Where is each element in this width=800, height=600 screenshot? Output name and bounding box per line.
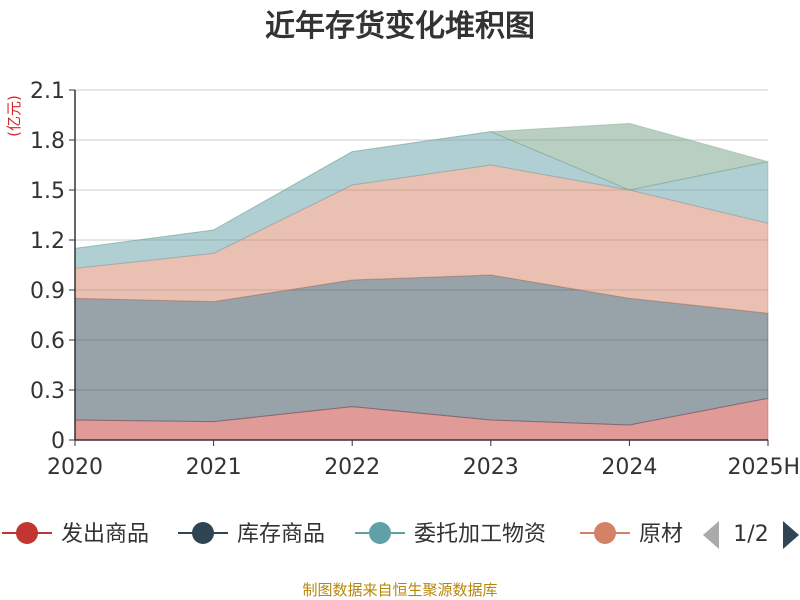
legend: 发出商品 库存商品 委托加工物资 原材 1/2	[2, 521, 799, 549]
x-tick-label-0: 2020	[47, 455, 103, 480]
legend-label-3: 原材	[639, 522, 683, 547]
area-series-3	[74, 131, 769, 269]
legend-marker-2	[369, 522, 391, 544]
x-tick-label-3: 2023	[463, 455, 519, 480]
legend-page-indicator: 1/2	[733, 522, 768, 547]
x-axis-ticks: 2020 2021 2022 2023 2024 2025H	[47, 440, 800, 480]
legend-item-0[interactable]: 发出商品	[2, 522, 149, 547]
legend-marker-3	[594, 522, 616, 544]
legend-marker-1	[192, 522, 214, 544]
legend-label-2: 委托加工物资	[414, 522, 546, 547]
area-series	[74, 122, 769, 441]
y-tick-label-4: 1.2	[30, 229, 65, 254]
x-tick-label-1: 2021	[186, 455, 242, 480]
legend-item-1[interactable]: 库存商品	[178, 522, 325, 547]
y-tick-label-5: 1.5	[30, 179, 65, 204]
y-tick-label-2: 0.6	[30, 329, 65, 354]
y-axis-ticks: 0 0.3 0.6 0.9 1.2 1.5 1.8 2.1	[30, 79, 75, 454]
y-axis-unit-label: (亿元)	[5, 95, 23, 137]
x-tick-label-5: 2025H	[727, 455, 800, 480]
legend-item-2[interactable]: 委托加工物资	[355, 522, 546, 547]
x-tick-label-4: 2024	[601, 455, 657, 480]
legend-item-3[interactable]: 原材	[580, 522, 683, 547]
legend-marker-0	[16, 522, 38, 544]
y-tick-label-6: 1.8	[30, 129, 65, 154]
y-tick-label-3: 0.9	[30, 279, 65, 304]
y-tick-label-1: 0.3	[30, 379, 65, 404]
legend-prev-page-icon[interactable]	[703, 521, 719, 549]
y-tick-label-7: 2.1	[30, 79, 65, 104]
y-tick-label-0: 0	[51, 429, 65, 454]
x-tick-label-2: 2022	[324, 455, 380, 480]
data-source-note: 制图数据来自恒生聚源数据库	[302, 581, 497, 599]
chart-title: 近年存货变化堆积图	[265, 9, 535, 44]
legend-next-page-icon[interactable]	[783, 521, 799, 549]
legend-label-0: 发出商品	[61, 522, 149, 547]
axes	[74, 90, 768, 441]
area-series-4	[74, 122, 769, 249]
legend-label-1: 库存商品	[237, 522, 325, 547]
